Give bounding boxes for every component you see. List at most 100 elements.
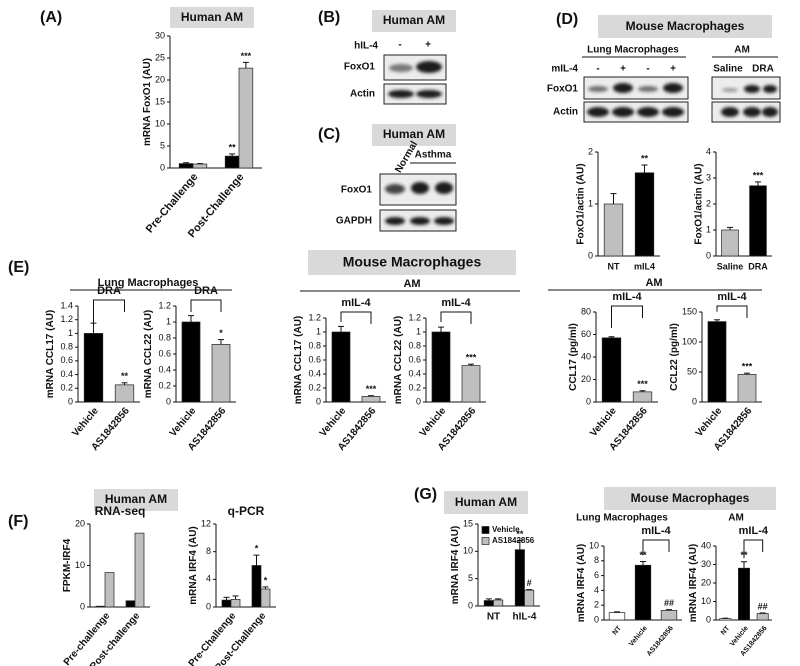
y-tick-label: 0 bbox=[588, 250, 593, 260]
significance: # bbox=[527, 578, 532, 588]
panel-label: (A) bbox=[40, 9, 62, 26]
y-tick-label: 0.6 bbox=[158, 348, 171, 358]
band bbox=[385, 184, 405, 194]
bar bbox=[514, 549, 525, 607]
blot-row: GAPDH bbox=[336, 216, 372, 227]
blot-lane: + bbox=[620, 64, 626, 75]
y-tick-label: 8 bbox=[594, 555, 599, 565]
bar bbox=[738, 567, 750, 621]
y-tick-label: 0.6 bbox=[308, 354, 321, 364]
x-tick-label: Vehicle bbox=[168, 405, 199, 439]
y-tick-label: 150 bbox=[682, 306, 697, 316]
bar bbox=[601, 337, 622, 403]
group-label: AM bbox=[403, 278, 420, 290]
panel-label: (E) bbox=[8, 259, 29, 276]
panel-label: (D) bbox=[556, 11, 578, 28]
x-tick-label: Vehicle bbox=[418, 405, 449, 439]
y-tick-label: 0.4 bbox=[308, 368, 321, 378]
y-tick-label: 0.8 bbox=[408, 340, 421, 350]
bar bbox=[211, 344, 231, 403]
y-tick-label: 15 bbox=[155, 96, 165, 106]
header: Mouse Macrophages bbox=[626, 19, 745, 33]
group-label: Lung Macrophages bbox=[98, 277, 199, 289]
header: Mouse Macrophages bbox=[631, 491, 750, 505]
y-tick-label: 1 bbox=[416, 326, 421, 336]
legend-label: Vehicle bbox=[492, 525, 520, 534]
band bbox=[410, 217, 430, 225]
y-axis-label: FoxO1/actin (AU) bbox=[693, 163, 704, 244]
y-tick-label: 20 bbox=[155, 74, 165, 84]
blot bbox=[583, 101, 689, 123]
bar bbox=[721, 229, 739, 257]
band bbox=[587, 107, 609, 117]
legend-swatch bbox=[481, 537, 490, 545]
bracket-label: mIL-4 bbox=[341, 297, 371, 309]
x-tick-label: Vehicle bbox=[628, 625, 649, 648]
group-label: AM bbox=[728, 513, 744, 524]
y-axis-label: mRNA IRF4 (AU) bbox=[688, 544, 699, 623]
bar bbox=[461, 365, 481, 403]
y-tick-label: 0 bbox=[706, 250, 711, 260]
y-tick-label: 4 bbox=[594, 585, 599, 595]
y-tick-label: 20 bbox=[581, 374, 591, 384]
y-tick-label: 1.2 bbox=[158, 300, 171, 310]
y-tick-label: 30 bbox=[155, 30, 165, 40]
blot-lane: - bbox=[646, 64, 649, 75]
bar bbox=[634, 564, 652, 621]
header: Mouse Macrophages bbox=[343, 254, 482, 270]
y-tick-label: 0 bbox=[706, 614, 711, 624]
header-box bbox=[372, 10, 456, 32]
y-tick-label: 6 bbox=[594, 570, 599, 580]
y-tick-label: 4 bbox=[706, 146, 711, 156]
y-tick-label: 0 bbox=[692, 396, 697, 406]
header-box bbox=[598, 15, 772, 38]
bar bbox=[719, 618, 732, 621]
panel-label: (C) bbox=[318, 126, 340, 143]
y-tick-label: 1.4 bbox=[60, 300, 73, 310]
significance: ** bbox=[641, 153, 649, 163]
bar bbox=[634, 172, 655, 257]
bracket-label: DRA bbox=[97, 285, 121, 297]
x-tick-label: hIL-4 bbox=[513, 612, 537, 623]
y-tick-label: 50 bbox=[687, 366, 697, 376]
x-tick-label: Post-Challenge bbox=[213, 610, 268, 666]
y-tick-label: 4 bbox=[206, 574, 211, 584]
y-tick-label: 12 bbox=[201, 518, 211, 528]
x-tick-label: Vehicle bbox=[588, 405, 619, 439]
y-tick-label: 15 bbox=[463, 518, 473, 528]
header: Human AM bbox=[105, 492, 167, 506]
blot-treatment: hIL-4 bbox=[354, 41, 378, 52]
chart-title: q-PCR bbox=[228, 504, 265, 518]
y-tick-label: 10 bbox=[589, 540, 599, 550]
bar bbox=[181, 321, 201, 403]
blot-lane: + bbox=[670, 64, 676, 75]
bracket-label: mIL-4 bbox=[717, 291, 747, 303]
y-axis-label: mRNA CCL22 (AU) bbox=[143, 310, 154, 399]
header-box bbox=[604, 487, 776, 510]
bracket bbox=[190, 299, 222, 312]
significance: *** bbox=[241, 51, 252, 61]
y-tick-label: 2 bbox=[594, 600, 599, 610]
band bbox=[613, 83, 633, 93]
x-tick-label: NT bbox=[487, 612, 500, 623]
bar bbox=[756, 613, 769, 621]
band bbox=[385, 217, 405, 225]
y-axis-label: mRNA CCL17 (AU) bbox=[293, 316, 304, 405]
significance: *** bbox=[753, 170, 764, 180]
x-tick-label: Vehicle bbox=[70, 405, 101, 439]
band bbox=[416, 90, 442, 98]
y-tick-label: 1.2 bbox=[408, 312, 421, 322]
group-label: Lung Macrophages bbox=[587, 45, 679, 56]
bracket bbox=[611, 305, 643, 328]
panel-label: (G) bbox=[414, 486, 437, 503]
y-tick-label: 0.2 bbox=[308, 382, 321, 392]
y-tick-label: 40 bbox=[581, 351, 591, 361]
y-axis-label: mRNA CCL22 (AU) bbox=[393, 316, 404, 405]
y-tick-label: 1.2 bbox=[308, 312, 321, 322]
group-label: Lung Macrophages bbox=[576, 513, 668, 524]
y-tick-label: 0.4 bbox=[408, 368, 421, 378]
bar bbox=[192, 163, 208, 169]
y-tick-label: 1 bbox=[68, 328, 73, 338]
x-tick-label: mIL4 bbox=[634, 261, 655, 271]
